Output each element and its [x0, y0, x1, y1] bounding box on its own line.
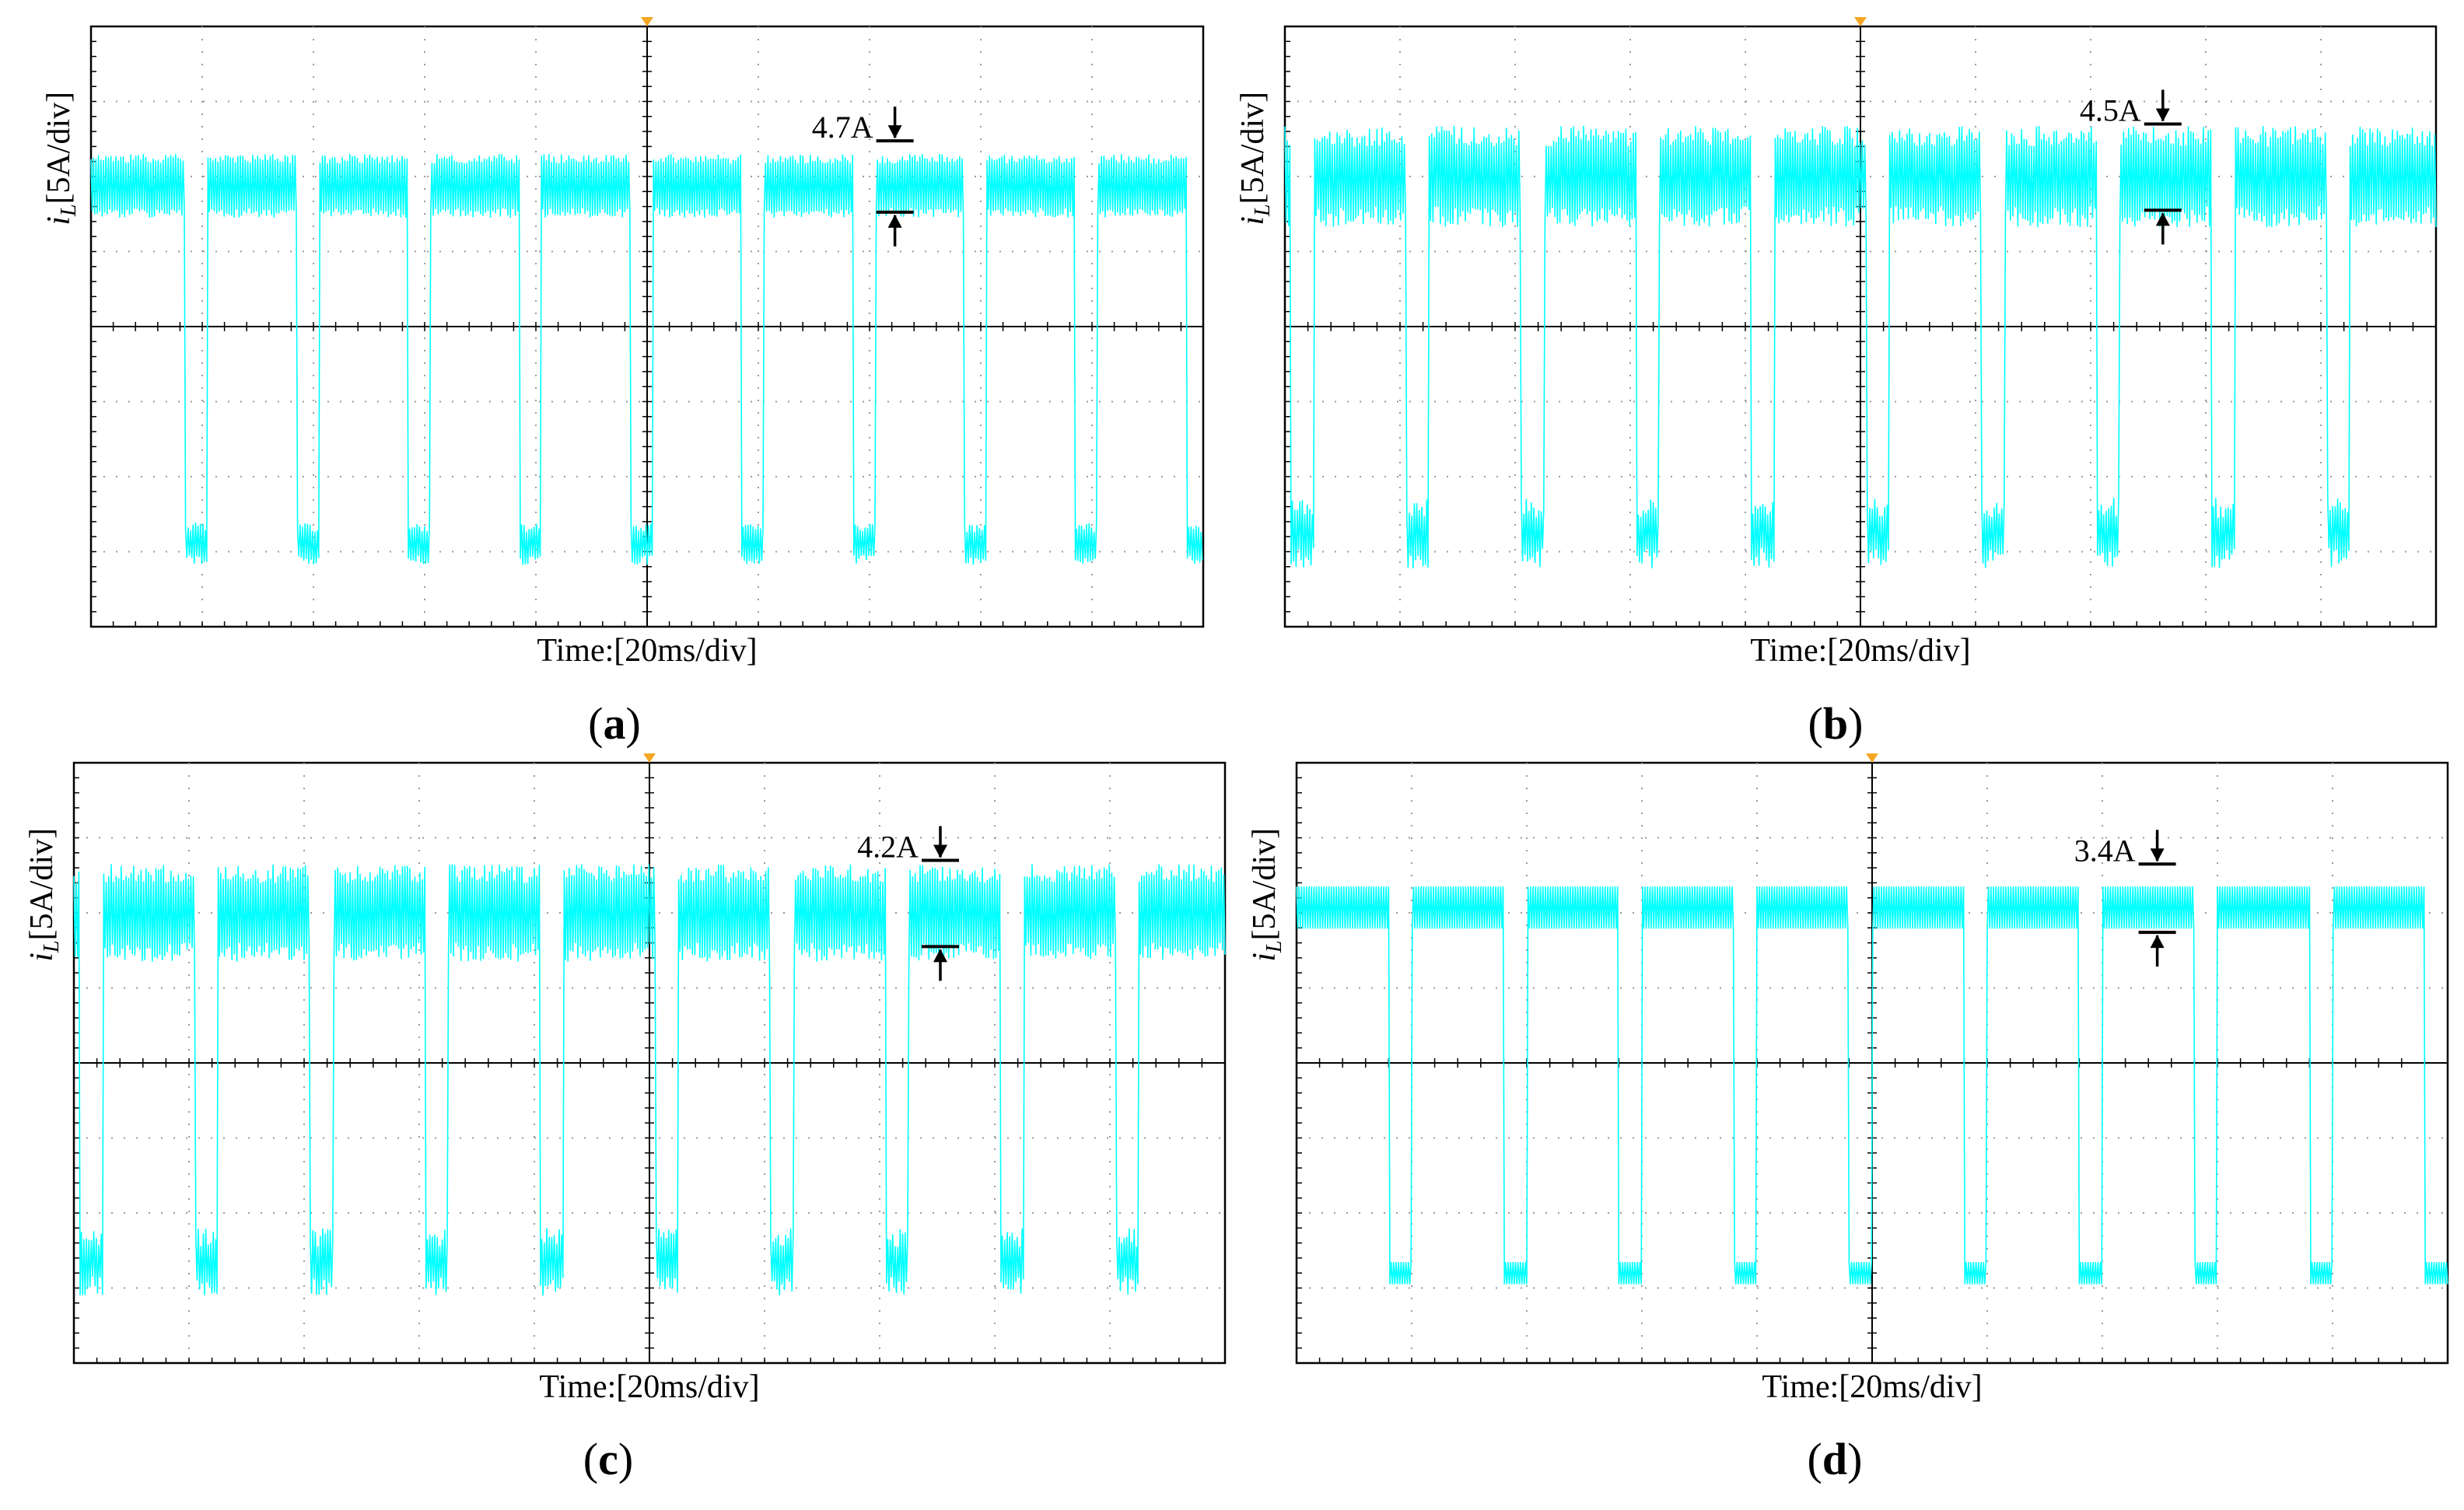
y-axis-label: iL[5A/div]	[1235, 92, 1275, 225]
panel-caption: (b)	[1808, 698, 1864, 749]
y-axis-label-unit: [5A/div]	[24, 828, 60, 941]
panel-caption-letter: b	[1823, 698, 1848, 749]
trigger-marker-icon	[643, 753, 656, 763]
chart-a-svg: 4.7A iL[5A/div] Time:[20ms/div] (a)	[41, 17, 1205, 749]
y-axis-label-var: i	[41, 216, 77, 225]
waveform-trace	[90, 154, 1203, 565]
trigger-marker-icon	[641, 17, 653, 26]
amplitude-annotation: 3.4A	[2074, 830, 2176, 967]
amplitude-annotation: 4.2A	[857, 826, 959, 981]
annotation-label: 4.2A	[857, 829, 919, 864]
arrow-down-head-icon	[2155, 108, 2170, 122]
y-axis-label-sub: L	[40, 941, 64, 954]
trigger-marker-icon	[1866, 753, 1878, 763]
annotation-label: 4.7A	[812, 110, 873, 145]
y-axis-label-var: i	[1247, 952, 1283, 962]
x-axis-label: Time:[20ms/div]	[537, 633, 757, 669]
y-axis-label-unit: [5A/div]	[1247, 828, 1283, 941]
y-axis-label-unit: [5A/div]	[1235, 92, 1271, 204]
y-axis-label: iL[5A/div]	[24, 828, 64, 962]
waveform-trace	[1284, 125, 2437, 569]
arrow-down-head-icon	[2150, 848, 2165, 862]
trigger-marker-icon	[1854, 17, 1867, 26]
arrow-down-head-icon	[887, 125, 902, 139]
arrow-up-head-icon	[2150, 935, 2165, 949]
panel-caption: (d)	[1808, 1434, 1863, 1484]
annotation-label: 4.5A	[2080, 93, 2141, 128]
x-axis-label: Time:[20ms/div]	[1762, 1369, 1982, 1405]
waveform-trace	[1296, 886, 2448, 1285]
panel-caption: (a)	[588, 698, 641, 749]
y-axis-label: iL[5A/div]	[1247, 828, 1286, 962]
y-axis-label-var: i	[1235, 216, 1271, 225]
arrow-up-head-icon	[933, 949, 947, 963]
arrow-up-head-icon	[2155, 212, 2170, 226]
panel-caption-letter: d	[1822, 1434, 1847, 1484]
arrow-up-head-icon	[887, 214, 902, 228]
x-axis-label: Time:[20ms/div]	[539, 1369, 759, 1405]
panel-caption: (c)	[583, 1434, 633, 1484]
y-axis-label-var: i	[24, 952, 60, 962]
panel-caption-letter: c	[598, 1434, 618, 1484]
y-axis-label-sub: L	[1262, 941, 1286, 954]
chart-c-svg: 4.2A iL[5A/div] Time:[20ms/div] (c)	[24, 753, 1227, 1484]
y-axis-label-sub: L	[1251, 204, 1275, 218]
chart-b-svg: 4.5A iL[5A/div] Time:[20ms/div] (b)	[1235, 17, 2438, 749]
waveform-trace	[73, 864, 1226, 1296]
panel-caption-letter: a	[604, 698, 626, 749]
x-axis-label: Time:[20ms/div]	[1750, 633, 1970, 669]
y-axis-label: iL[5A/div]	[41, 92, 81, 225]
y-axis-label-unit: [5A/div]	[41, 92, 77, 204]
y-axis-label-sub: L	[57, 204, 81, 218]
amplitude-annotation: 4.5A	[2080, 89, 2182, 245]
amplitude-annotation: 4.7A	[812, 107, 914, 246]
chart-d-svg: 3.4A iL[5A/div] Time:[20ms/div] (d)	[1247, 753, 2449, 1484]
arrow-down-head-icon	[933, 844, 947, 858]
annotation-label: 3.4A	[2074, 833, 2136, 868]
